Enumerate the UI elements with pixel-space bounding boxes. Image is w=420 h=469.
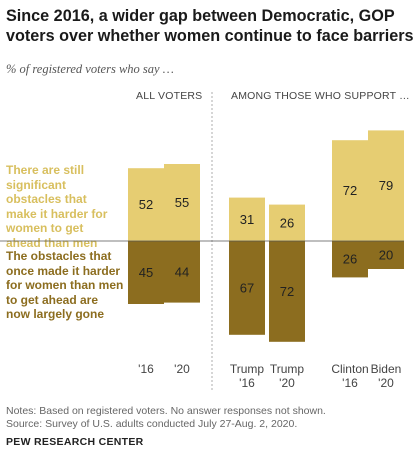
bar-obstacles-remain	[269, 204, 305, 241]
x-axis-label: '16	[138, 362, 154, 376]
value-label-obstacles-gone: 72	[280, 284, 294, 299]
x-axis-label: Trump	[230, 362, 265, 376]
bar-obstacles-remain	[368, 130, 404, 241]
brand-label: PEW RESEARCH CENTER	[6, 436, 144, 448]
x-axis-label: Trump	[270, 362, 305, 376]
group-label-all-voters: ALL VOTERS	[136, 90, 203, 102]
value-label-obstacles-remain: 52	[139, 197, 153, 212]
x-axis-label: '20	[279, 376, 295, 390]
x-axis-label: '20	[174, 362, 190, 376]
note-text: Notes: Based on registered voters. No an…	[6, 405, 326, 417]
legend-obstacles-gone: The obstacles that once made it harder f…	[6, 249, 124, 322]
bar-obstacles-gone	[164, 241, 200, 303]
value-label-obstacles-gone: 26	[343, 252, 357, 267]
bar-obstacles-gone	[229, 241, 265, 335]
bar-obstacles-remain	[229, 197, 265, 241]
bar-obstacles-remain	[128, 168, 164, 241]
value-label-obstacles-gone: 44	[175, 264, 189, 279]
value-label-obstacles-gone: 45	[139, 265, 153, 280]
bar-obstacles-gone	[332, 241, 368, 278]
value-label-obstacles-remain: 72	[343, 183, 357, 198]
value-label-obstacles-gone: 20	[379, 248, 393, 263]
legend-obstacles-remain: There are still significant obstacles th…	[6, 163, 108, 250]
value-label-obstacles-remain: 79	[379, 178, 393, 193]
group-label-supporters: AMONG THOSE WHO SUPPORT …	[231, 90, 410, 102]
bar-obstacles-remain	[164, 164, 200, 241]
x-axis-label: '20	[378, 376, 394, 390]
bar-obstacles-gone	[269, 241, 305, 342]
chart-title: Since 2016, a wider gap between Democrat…	[6, 7, 414, 45]
value-label-obstacles-remain: 26	[280, 215, 294, 230]
source-text: Source: Survey of U.S. adults conducted …	[6, 418, 298, 430]
bar-obstacles-gone	[128, 241, 164, 304]
value-label-obstacles-remain: 31	[240, 212, 254, 227]
x-axis-label: Clinton	[331, 362, 368, 376]
bar-obstacles-gone	[368, 241, 404, 269]
value-label-obstacles-gone: 67	[240, 280, 254, 295]
value-label-obstacles-remain: 55	[175, 195, 189, 210]
chart-subtitle: % of registered voters who say …	[6, 62, 174, 76]
bar-obstacles-remain	[332, 140, 368, 241]
x-axis-label: '16	[239, 376, 255, 390]
x-axis-label: '16	[342, 376, 358, 390]
x-axis-label: Biden	[371, 362, 402, 376]
notes: Notes: Based on registered voters. No an…	[6, 405, 326, 431]
